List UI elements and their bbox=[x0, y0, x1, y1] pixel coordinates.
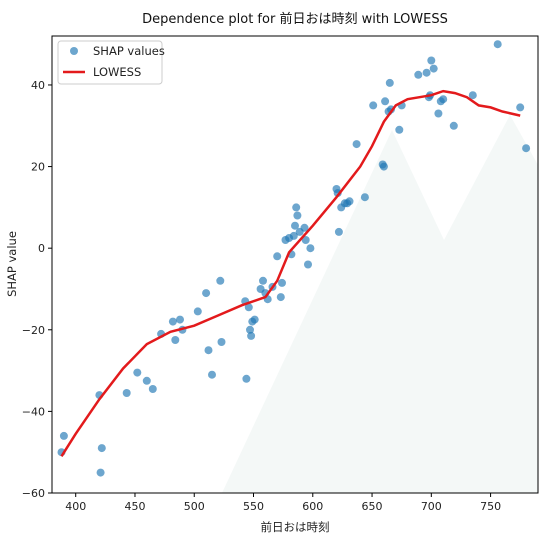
shap-point bbox=[244, 303, 253, 312]
y-tick-label: 40 bbox=[31, 79, 45, 92]
x-tick-label: 500 bbox=[184, 500, 205, 513]
x-tick-label: 550 bbox=[243, 500, 264, 513]
shap-point bbox=[292, 203, 301, 212]
legend-label-shap: SHAP values bbox=[93, 44, 165, 58]
shap-point bbox=[522, 144, 531, 153]
legend: SHAP values LOWESS bbox=[57, 40, 165, 85]
x-tick-label: 400 bbox=[65, 500, 86, 513]
shap-point bbox=[493, 40, 502, 49]
background-watermark-shape bbox=[222, 115, 538, 493]
shap-point bbox=[202, 289, 211, 298]
ticks-layer: 400 450 500 550 600 650 700 750 −60 −40 −20 0 20 40 bbox=[22, 79, 501, 513]
shap-point bbox=[516, 103, 525, 112]
shap-point bbox=[422, 68, 431, 77]
y-tick-label: 20 bbox=[31, 161, 45, 174]
shap-point bbox=[468, 91, 477, 100]
chart-title: Dependence plot for 前日おは時刻 with LOWESS bbox=[142, 11, 448, 27]
shap-point bbox=[369, 101, 378, 110]
plot-area: 400 450 500 550 600 650 700 750 −60 −40 −20 0 20 40 bbox=[22, 35, 539, 513]
shap-point bbox=[216, 276, 225, 285]
shap-point bbox=[168, 317, 177, 326]
shap-point bbox=[250, 315, 259, 324]
shap-point bbox=[273, 252, 282, 261]
shap-point bbox=[429, 64, 438, 73]
shap-point bbox=[385, 78, 394, 87]
shap-point bbox=[352, 140, 361, 149]
shap-point bbox=[59, 431, 68, 440]
shap-point bbox=[449, 121, 458, 130]
shap-point bbox=[439, 95, 448, 104]
x-tick-label: 600 bbox=[302, 500, 323, 513]
x-tick-label: 650 bbox=[362, 500, 383, 513]
shap-point bbox=[300, 223, 309, 232]
shap-point bbox=[148, 385, 157, 393]
x-axis-label: 前日おは時刻 bbox=[261, 520, 330, 534]
axes-frame bbox=[51, 35, 539, 494]
x-tick-label: 450 bbox=[124, 500, 145, 513]
y-tick-label: 0 bbox=[38, 242, 45, 255]
x-tick-label: 700 bbox=[421, 500, 442, 513]
shap-point bbox=[217, 338, 226, 346]
shap-point bbox=[379, 162, 388, 171]
shap-point bbox=[345, 197, 354, 206]
shap-point bbox=[434, 109, 443, 118]
shap-point bbox=[247, 331, 256, 340]
x-tick-label: 750 bbox=[480, 500, 501, 513]
shap-point bbox=[334, 227, 343, 236]
shap-point bbox=[395, 125, 404, 134]
shap-point bbox=[289, 231, 298, 240]
y-tick-label: −60 bbox=[22, 487, 45, 500]
shap-point bbox=[291, 221, 299, 230]
shap-point bbox=[278, 278, 286, 287]
shap-point bbox=[246, 325, 254, 334]
shap-point bbox=[193, 307, 202, 316]
legend-label-lowess: LOWESS bbox=[93, 65, 141, 79]
y-tick-label: −20 bbox=[22, 324, 45, 337]
shap-point bbox=[133, 368, 142, 377]
shap-point bbox=[301, 236, 310, 244]
shap-point bbox=[306, 244, 315, 253]
shap-point bbox=[204, 346, 213, 355]
shap-point bbox=[208, 370, 216, 379]
shap-point bbox=[427, 56, 436, 65]
y-axis-label: SHAP value bbox=[5, 231, 19, 297]
shap-point bbox=[171, 336, 180, 344]
lowess-line bbox=[60, 89, 521, 457]
shap-point bbox=[304, 260, 312, 269]
legend-marker-shap bbox=[70, 47, 78, 55]
shap-point bbox=[293, 211, 302, 220]
shap-point bbox=[414, 70, 423, 79]
shap-point bbox=[360, 193, 369, 202]
shap-point bbox=[96, 468, 105, 477]
shap-point bbox=[142, 376, 151, 385]
shap-point bbox=[276, 293, 285, 302]
shap-point bbox=[97, 444, 106, 453]
shap-point bbox=[242, 374, 251, 383]
y-tick-label: −40 bbox=[22, 405, 45, 418]
shap-point bbox=[176, 315, 184, 324]
shap-point bbox=[381, 97, 390, 106]
shap-point bbox=[122, 389, 131, 397]
shap-point bbox=[259, 276, 267, 285]
